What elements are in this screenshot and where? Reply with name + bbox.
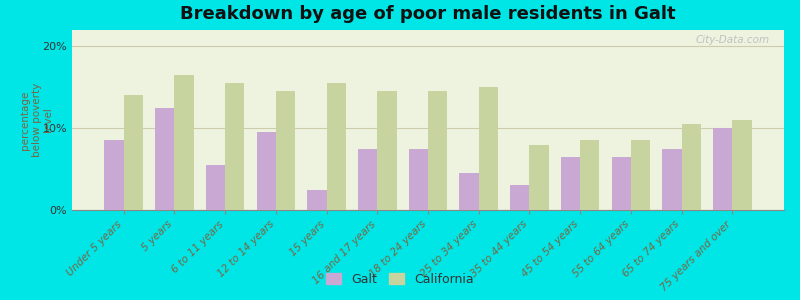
Bar [276, 92, 295, 210]
Bar [174, 75, 194, 210]
Bar [561, 157, 580, 210]
Bar [206, 165, 225, 210]
Bar [478, 87, 498, 210]
Bar [510, 185, 530, 210]
Bar [631, 140, 650, 210]
Bar [530, 145, 549, 210]
Bar [409, 148, 428, 210]
Bar [104, 140, 124, 210]
Bar [428, 92, 447, 210]
Bar [378, 92, 397, 210]
Legend: Galt, California: Galt, California [321, 268, 479, 291]
Bar [612, 157, 631, 210]
Bar [124, 95, 143, 210]
Bar [155, 108, 174, 210]
Bar [225, 83, 244, 210]
Bar [326, 83, 346, 210]
Title: Breakdown by age of poor male residents in Galt: Breakdown by age of poor male residents … [180, 5, 676, 23]
Bar [459, 173, 478, 210]
Y-axis label: percentage
below poverty
level: percentage below poverty level [20, 83, 54, 157]
Bar [713, 128, 732, 210]
Bar [682, 124, 701, 210]
Text: City-Data.com: City-Data.com [696, 35, 770, 45]
Bar [732, 120, 752, 210]
Bar [307, 190, 326, 210]
Bar [358, 148, 378, 210]
Bar [257, 132, 276, 210]
Bar [662, 148, 682, 210]
Bar [580, 140, 599, 210]
